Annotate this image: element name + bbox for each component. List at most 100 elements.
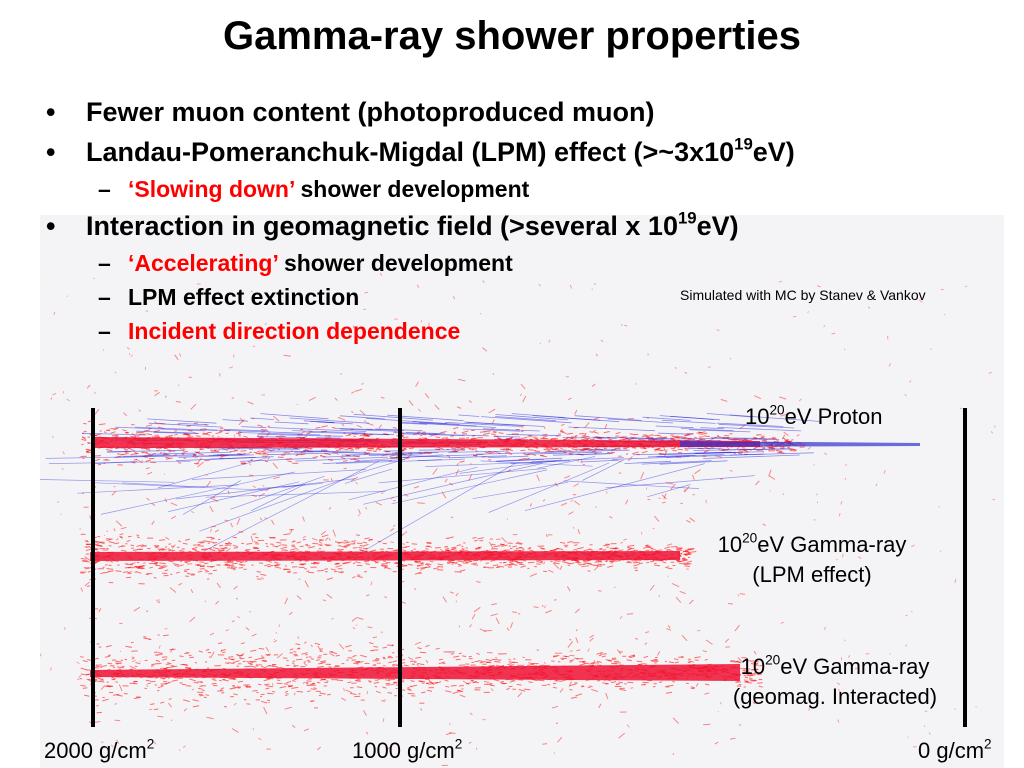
particle-track (116, 453, 124, 456)
particle-track (573, 483, 580, 487)
particle-track (325, 537, 329, 541)
particle-track (888, 363, 892, 367)
particle-track (499, 543, 505, 546)
particle-track (207, 434, 211, 436)
particle-track (314, 642, 321, 646)
particle-track (421, 550, 426, 552)
particle-track (302, 563, 307, 566)
label-base: 10 (740, 654, 766, 679)
particle-track (673, 658, 679, 661)
particle-track (378, 449, 382, 451)
particle-track (123, 412, 128, 417)
proton-shower-blue-tail (680, 441, 920, 447)
particle-track (650, 434, 654, 436)
particle-track (584, 448, 622, 450)
particle-track (339, 415, 385, 420)
particle-track (615, 431, 621, 435)
particle-track (237, 680, 243, 683)
particle-track (257, 453, 263, 455)
particle-track (587, 562, 595, 566)
particle-track (391, 451, 459, 454)
particle-track (192, 455, 197, 457)
particle-track (174, 433, 178, 436)
particle-track (704, 658, 708, 661)
particle-track (209, 549, 216, 552)
particle-track (186, 572, 192, 575)
particle-track (775, 449, 782, 452)
particle-track (734, 660, 739, 663)
particle-track (164, 447, 168, 450)
particle-track (425, 659, 429, 664)
particle-track (148, 422, 223, 428)
particle-track (570, 696, 578, 699)
particle-track (459, 459, 562, 474)
particle-track (737, 452, 743, 455)
particle-track (634, 637, 639, 640)
particle-track (189, 616, 196, 623)
bullet-dot-icon: • (46, 137, 56, 167)
particle-track (496, 565, 505, 568)
particle-track (40, 653, 42, 657)
particle-track (747, 671, 751, 674)
particle-track (586, 437, 590, 440)
particle-track (120, 659, 124, 662)
particle-track (666, 543, 673, 546)
particle-track (663, 449, 668, 457)
particle-track (82, 560, 90, 563)
particle-track (417, 502, 425, 504)
particle-track (539, 547, 546, 550)
particle-track (364, 537, 370, 540)
particle-track (108, 564, 112, 567)
sub-bullet-slowing-down: – ‘Slowing down’ shower development (46, 172, 795, 206)
particle-track (426, 541, 432, 544)
dash-icon: – (98, 284, 111, 310)
particle-track (344, 468, 393, 484)
particle-track (242, 462, 247, 465)
particle-track (246, 703, 251, 705)
particle-track (392, 664, 398, 666)
particle-track (154, 562, 158, 565)
particle-track (190, 588, 194, 594)
particle-track (89, 515, 92, 520)
particle-track (163, 634, 169, 637)
particle-track (209, 560, 213, 563)
particle-track (188, 678, 196, 682)
particle-track (85, 548, 92, 552)
particle-track (350, 463, 516, 559)
particle-track (587, 648, 590, 652)
particle-track (509, 680, 516, 683)
particle-track (260, 429, 268, 431)
particle-track (363, 463, 543, 505)
particle-track (266, 664, 271, 667)
particle-track (293, 663, 297, 667)
particle-track (192, 546, 198, 550)
bullet-list: • Fewer muon content (photoproduced muon)… (46, 92, 795, 348)
particle-track (659, 415, 714, 420)
particle-track (189, 656, 195, 659)
particle-track (185, 538, 191, 541)
particle-track (100, 685, 106, 690)
particle-track (485, 659, 493, 662)
particle-track (257, 484, 301, 490)
particle-track (381, 565, 388, 568)
particle-track (584, 422, 590, 429)
particle-track (624, 460, 672, 464)
particle-track (231, 728, 239, 733)
particle-track (199, 695, 202, 697)
particle-track (139, 565, 144, 568)
particle-track (471, 613, 476, 620)
particle-track (223, 563, 229, 566)
particle-track (274, 566, 282, 569)
particle-track (574, 559, 580, 562)
particle-track (572, 526, 575, 529)
particle-track (703, 450, 709, 453)
particle-track (671, 435, 679, 438)
particle-track (465, 682, 472, 685)
particle-track (654, 564, 661, 567)
particle-track (437, 447, 444, 450)
particle-track (352, 654, 357, 658)
particle-track (562, 655, 570, 658)
sub-bullet-text: shower development (277, 250, 513, 276)
particle-track (816, 285, 821, 288)
particle-track (114, 454, 197, 458)
